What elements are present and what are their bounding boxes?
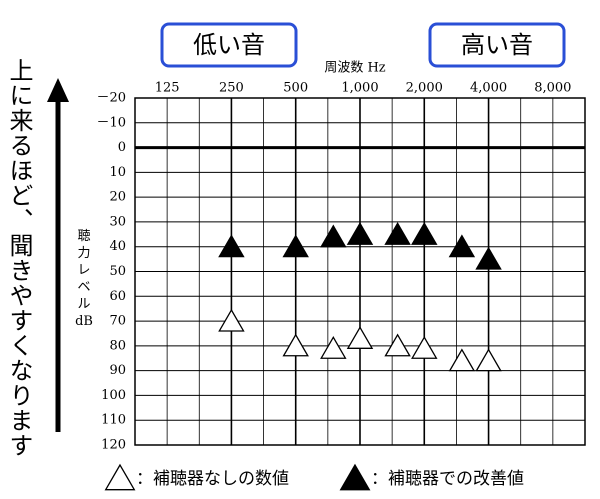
legend-label: ：補聴器での改善値 <box>371 469 524 489</box>
marker <box>411 222 438 245</box>
marker <box>282 234 309 258</box>
y-axis-label: 聴力レベル dB <box>75 229 93 329</box>
caption: 上に来るほど、聞きやすくなります <box>5 58 33 458</box>
y-tick-label: 110 <box>101 413 126 428</box>
marker <box>475 246 502 270</box>
legend-label: ：補聴器なしの数値 <box>136 469 289 489</box>
y-tick-label: 50 <box>109 264 126 279</box>
y-tick-label: 10 <box>109 165 126 180</box>
button-label: 低い音 <box>193 31 265 59</box>
marker <box>218 234 245 258</box>
button-frame <box>160 22 298 68</box>
marker <box>448 348 476 372</box>
y-tick-label: 0 <box>118 140 126 155</box>
marker <box>218 308 245 332</box>
y-tick-label: －20 <box>96 91 126 106</box>
marker <box>411 336 438 359</box>
y-tick-label: 90 <box>109 363 126 378</box>
marker <box>448 234 476 258</box>
legend-marker <box>104 463 136 491</box>
x-tick-label: 8,000 <box>534 81 571 96</box>
marker <box>320 336 347 359</box>
y-tick-label: 40 <box>109 239 126 254</box>
x-tick-label: 500 <box>283 81 308 96</box>
marker <box>282 333 309 357</box>
y-tick-label: 80 <box>109 338 126 353</box>
x-axis-label: 周波数 Hz <box>324 61 385 76</box>
x-tick-label: 1,000 <box>341 81 378 96</box>
x-tick-label: 4,000 <box>470 81 507 96</box>
legend-marker <box>339 463 371 491</box>
marker <box>475 348 502 372</box>
x-tick-label: 250 <box>219 81 244 96</box>
y-tick-label: 60 <box>109 289 126 304</box>
button-label: 高い音 <box>461 31 533 59</box>
marker <box>384 222 411 245</box>
y-tick-label: 100 <box>101 388 126 403</box>
y-tick-label: 30 <box>109 214 126 229</box>
button-frame <box>428 22 566 68</box>
marker <box>346 326 374 349</box>
x-tick-label: 2,000 <box>406 81 443 96</box>
y-tick-label: －10 <box>96 115 126 130</box>
marker <box>320 224 347 248</box>
marker <box>346 222 374 245</box>
y-tick-label: 70 <box>109 314 126 329</box>
x-tick-label: 125 <box>155 81 180 96</box>
arrow-head <box>47 78 69 102</box>
y-tick-label: 20 <box>109 190 126 205</box>
marker <box>384 333 411 357</box>
y-tick-label: 120 <box>101 438 126 453</box>
